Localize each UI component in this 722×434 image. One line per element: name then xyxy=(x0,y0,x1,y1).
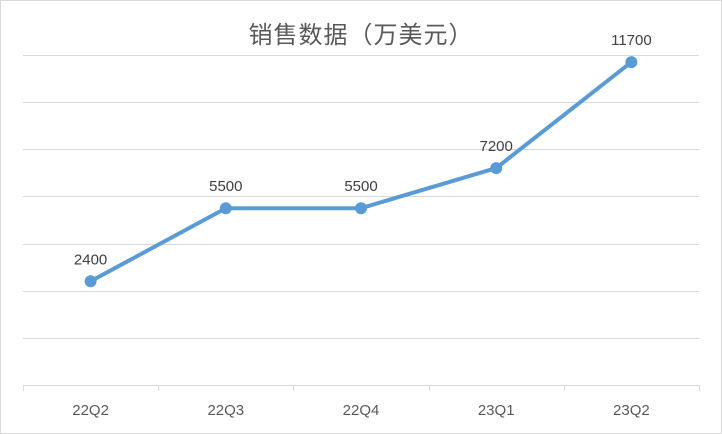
series-line xyxy=(88,60,634,284)
data-label: 2400 xyxy=(74,251,107,268)
data-label: 5500 xyxy=(344,178,377,195)
data-point xyxy=(625,56,638,69)
x-tick-label: 22Q2 xyxy=(72,402,109,419)
data-point xyxy=(219,202,232,215)
data-label: 5500 xyxy=(209,178,242,195)
x-tick-label: 22Q4 xyxy=(343,402,380,419)
data-label: 11700 xyxy=(611,32,652,49)
data-point xyxy=(490,162,503,175)
x-tick-label: 22Q3 xyxy=(207,402,244,419)
chart-title: 销售数据（万美元） xyxy=(248,21,474,49)
x-tick-label: 23Q2 xyxy=(613,402,650,419)
data-point xyxy=(355,202,367,215)
data-point xyxy=(84,275,97,288)
data-label: 7200 xyxy=(480,138,513,155)
x-tick-label: 23Q1 xyxy=(478,402,515,419)
